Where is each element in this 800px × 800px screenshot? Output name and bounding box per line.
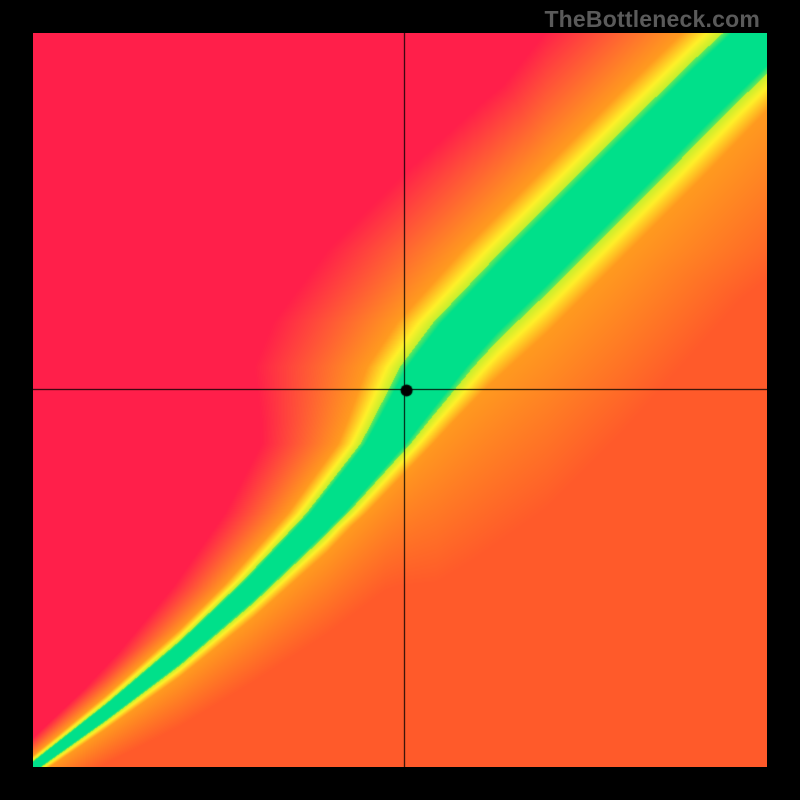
plot-area	[33, 33, 767, 767]
heatmap-canvas	[33, 33, 767, 767]
watermark-text: TheBottleneck.com	[544, 6, 760, 33]
chart-root: TheBottleneck.com	[0, 0, 800, 800]
